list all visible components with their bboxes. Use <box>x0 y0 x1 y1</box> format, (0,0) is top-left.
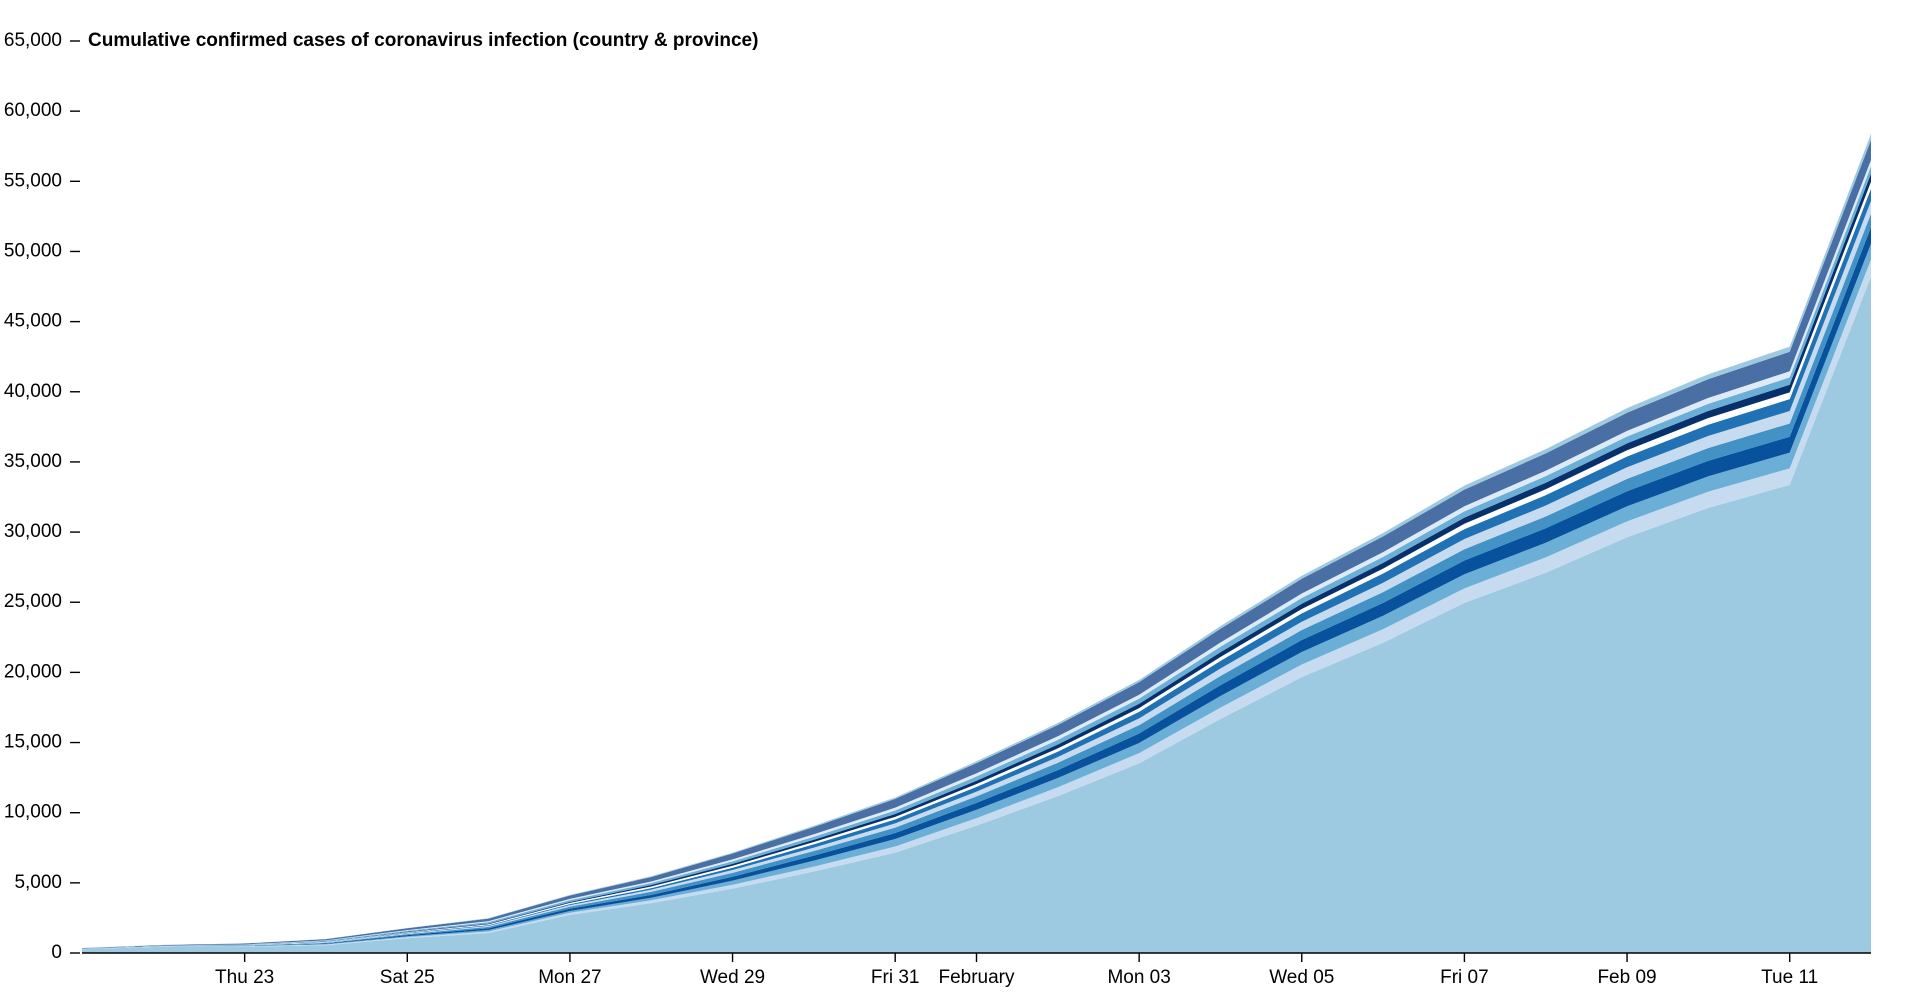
y-tick-label: 5,000 <box>14 872 62 893</box>
x-tick-label: Mon 27 <box>538 967 601 988</box>
x-tick-label: Sat 25 <box>380 967 435 988</box>
y-tick-label: 65,000 <box>4 30 62 51</box>
y-tick-label: 35,000 <box>4 451 62 472</box>
series-band-hubei <box>82 276 1871 953</box>
x-tick-label: Wed 29 <box>700 967 765 988</box>
y-axis: Cumulative confirmed cases of coronaviru… <box>4 30 759 963</box>
chart-title: Cumulative confirmed cases of coronaviru… <box>88 30 758 51</box>
x-tick-label: Tue 11 <box>1761 967 1818 988</box>
series-band-henan <box>82 227 1871 949</box>
series-bands <box>82 133 1871 953</box>
y-tick-label: 55,000 <box>4 170 62 191</box>
x-tick-label: Fri 07 <box>1440 967 1489 988</box>
y-tick-label: 45,000 <box>4 311 62 332</box>
x-tick-label: Feb 09 <box>1597 967 1656 988</box>
y-tick-label: 0 <box>51 942 62 963</box>
series-band-hunan <box>82 213 1871 949</box>
x-tick-label: February <box>938 967 1015 988</box>
x-tick-label: Fri 31 <box>871 967 920 988</box>
x-tick-label: Thu 23 <box>215 967 274 988</box>
y-tick-label: 10,000 <box>4 802 62 823</box>
y-tick-label: 30,000 <box>4 521 62 542</box>
x-tick-label: Mon 03 <box>1107 967 1170 988</box>
y-tick-label: 60,000 <box>4 100 62 121</box>
y-tick-label: 50,000 <box>4 240 62 261</box>
x-axis: Thu 23 Sat 25 Mon 27 Wed 29 Fri 31 February Mo… <box>82 952 1871 988</box>
y-tick-label: 20,000 <box>4 661 62 682</box>
y-tick-label: 15,000 <box>4 732 62 753</box>
y-tick-label: 40,000 <box>4 381 62 402</box>
y-tick-label: 25,000 <box>4 591 62 612</box>
x-tick-label: Wed 05 <box>1269 967 1334 988</box>
